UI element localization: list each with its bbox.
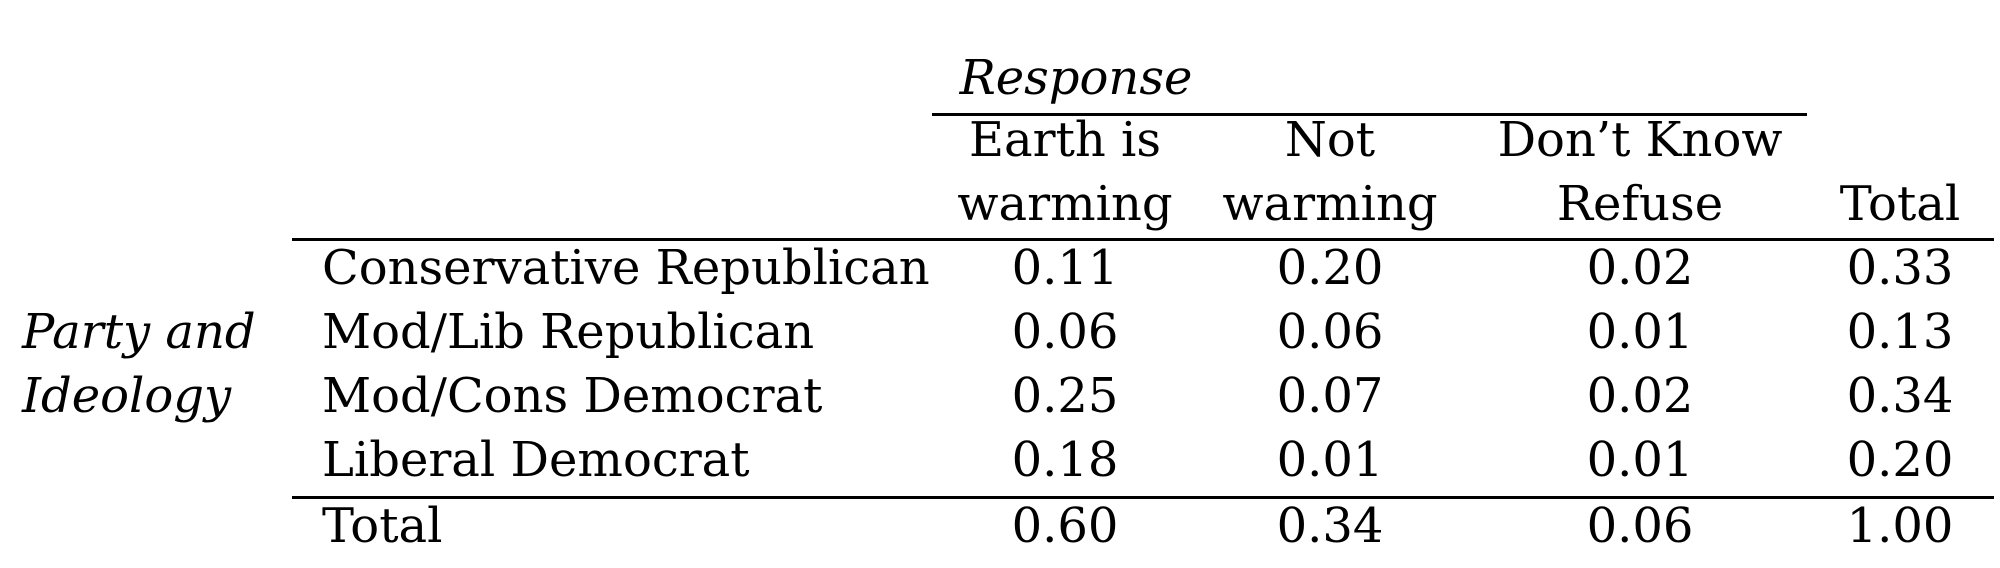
- table-cell: 0.13: [1846, 304, 1954, 360]
- table-cell: 0.01: [1276, 432, 1384, 488]
- row-label: Mod/Lib Republican: [322, 304, 815, 360]
- col-header-not-warming-line2: warming: [1222, 176, 1438, 232]
- col-header-earth-warming-line1: Earth is: [968, 112, 1162, 168]
- table-cell: 0.01: [1586, 304, 1694, 360]
- total-cell: 0.34: [1276, 498, 1384, 554]
- row-label: Liberal Democrat: [322, 432, 750, 488]
- header-rule: [292, 238, 1994, 241]
- row-label: Mod/Cons Democrat: [322, 368, 823, 424]
- row-label: Conservative Republican: [322, 240, 930, 296]
- row-group-label-line2: Ideology: [22, 368, 232, 424]
- col-header-dont-know-line1: Don’t Know: [1497, 112, 1783, 168]
- total-row-label: Total: [322, 498, 443, 554]
- table-cell: 0.07: [1276, 368, 1384, 424]
- table-cell: 0.33: [1846, 240, 1954, 296]
- table-cell: 0.01: [1586, 432, 1694, 488]
- col-header-total-line2: Total: [1839, 176, 1961, 232]
- row-group-label-line1: Party and: [22, 304, 256, 360]
- total-cell: 0.06: [1586, 498, 1694, 554]
- col-header-total-line1: [1820, 110, 1980, 170]
- table-cell: 0.06: [1276, 304, 1384, 360]
- table-cell: 0.02: [1586, 368, 1694, 424]
- table-cell: 0.20: [1276, 240, 1384, 296]
- table-cell: 0.02: [1586, 240, 1694, 296]
- table-cell: 0.11: [1011, 240, 1119, 296]
- total-rule: [292, 496, 1994, 499]
- total-cell: 0.60: [1011, 498, 1119, 554]
- total-cell: 1.00: [1846, 498, 1954, 554]
- table-cell: 0.18: [1011, 432, 1119, 488]
- table-cell: 0.25: [1011, 368, 1119, 424]
- table-cell: 0.06: [1011, 304, 1119, 360]
- col-header-dont-know-line2: Refuse: [1556, 176, 1724, 232]
- table-cell: 0.20: [1846, 432, 1954, 488]
- response-heading: Response: [959, 50, 1193, 106]
- col-header-earth-warming-line2: warming: [957, 176, 1173, 232]
- col-header-not-warming-line1: Not: [1284, 112, 1376, 168]
- response-rule: [932, 113, 1807, 116]
- table-cell: 0.34: [1846, 368, 1954, 424]
